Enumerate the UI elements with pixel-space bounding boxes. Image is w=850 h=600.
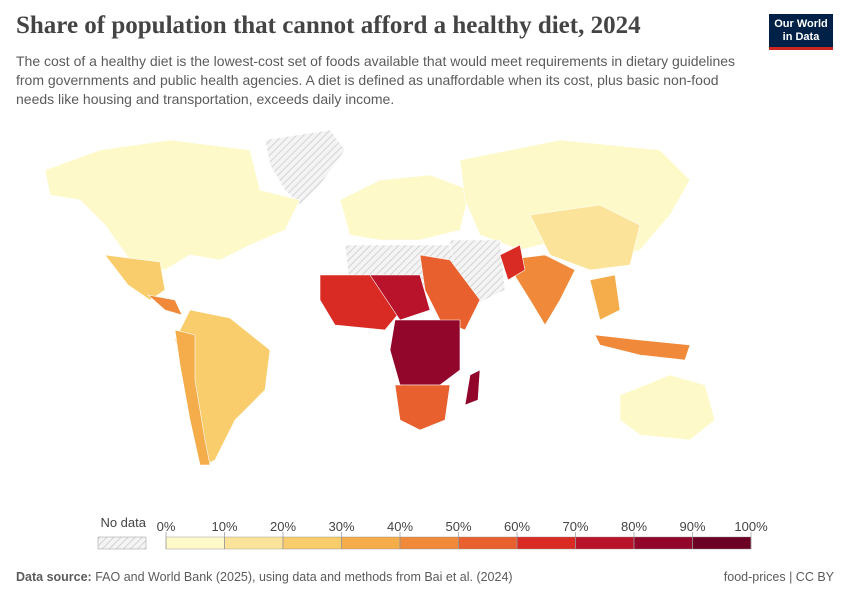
- legend-bin: [341, 536, 401, 550]
- china: [529, 204, 641, 271]
- legend-tick-label: 40%: [387, 519, 413, 534]
- legend-tick-label: 90%: [679, 519, 705, 534]
- indonesia: [594, 334, 691, 361]
- legend-tick-label: 80%: [621, 519, 647, 534]
- legend-tick-label: 10%: [211, 519, 237, 534]
- source-label: Data source:: [16, 570, 92, 584]
- subtitle: The cost of a healthy diet is the lowest…: [16, 53, 736, 107]
- east-africa: [419, 254, 481, 331]
- source-text: FAO and World Bank (2025), using data an…: [95, 570, 513, 584]
- legend-tick-label: 20%: [270, 519, 296, 534]
- legend-bin: [516, 536, 576, 550]
- legend-tick-label: 30%: [328, 519, 354, 534]
- central-america: [146, 294, 183, 316]
- title: Share of population that cannot afford a…: [16, 12, 641, 39]
- sahel: [369, 274, 431, 321]
- legend-bin: [575, 536, 635, 550]
- south-asia: [504, 254, 576, 326]
- pakistan: [499, 244, 526, 281]
- legend-tick-label: 100%: [734, 519, 768, 534]
- legend-tick-label: 70%: [562, 519, 588, 534]
- legend-bin: [692, 536, 752, 550]
- legend-no-data-swatch: [97, 536, 147, 550]
- legend-bin: [399, 536, 459, 550]
- mexico: [104, 254, 166, 301]
- footer-source: Data source: FAO and World Bank (2025), …: [16, 570, 513, 584]
- north-america: [44, 139, 301, 271]
- legend-bin: [458, 536, 518, 550]
- legend-bin: [282, 536, 342, 550]
- legend-bin: [165, 536, 225, 550]
- legend-tick-label: 0%: [157, 519, 176, 534]
- central-africa: [389, 319, 461, 386]
- legend-bin: [224, 536, 284, 550]
- legend-tick-label: 50%: [445, 519, 471, 534]
- europe: [339, 174, 471, 241]
- footer-license[interactable]: food-prices | CC BY: [723, 570, 834, 584]
- logo-line: Our World: [774, 18, 828, 30]
- greenland: [264, 129, 346, 206]
- legend-no-data-label: No data: [100, 515, 146, 530]
- madagascar: [464, 369, 481, 406]
- logo[interactable]: Our World in Data: [769, 14, 833, 50]
- southeast-asia: [589, 274, 621, 321]
- legend-tick-label: 60%: [504, 519, 530, 534]
- australia: [619, 374, 716, 441]
- southern-africa: [394, 384, 451, 431]
- legend-bin: [633, 536, 693, 550]
- logo-line: in Data: [782, 31, 820, 43]
- world-map: [44, 129, 716, 466]
- south-america-west: [174, 329, 211, 466]
